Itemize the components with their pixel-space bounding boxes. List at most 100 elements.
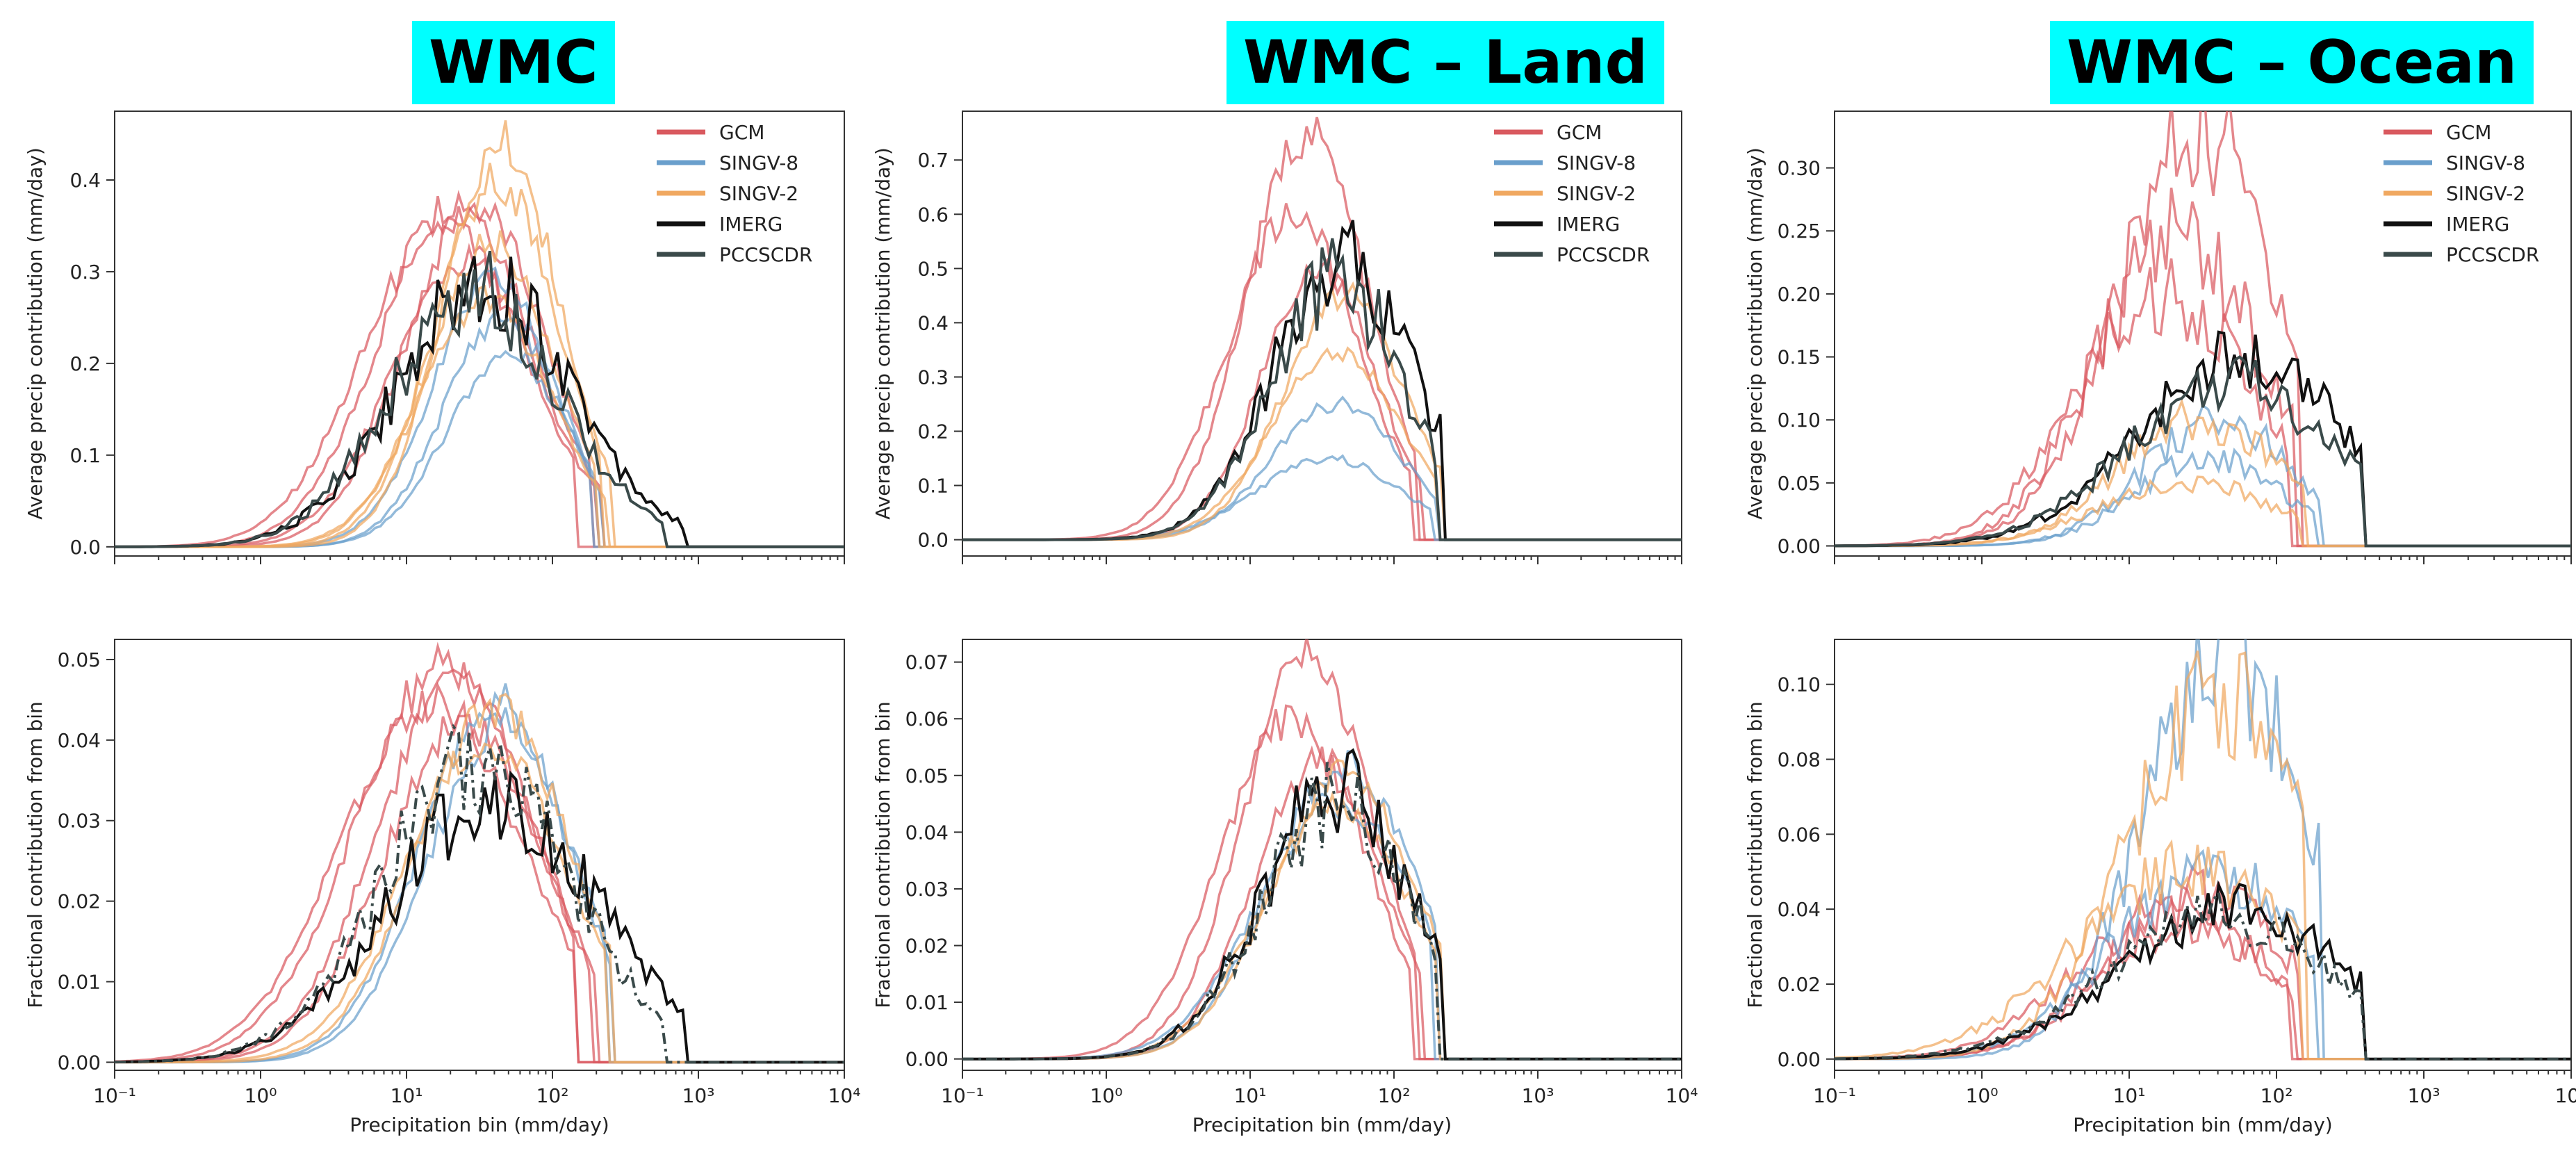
series-line-pccscdr [1835,354,2571,548]
x-tick-label: 10⁰ [245,1084,277,1107]
y-tick-label: 0.0 [917,529,949,552]
y-tick-label: 0.00 [905,1048,949,1071]
y-tick-label: 0.02 [905,935,949,958]
x-tick-label: 10⁰ [1966,1084,1999,1107]
x-tick-label: 10¹ [391,1084,423,1107]
subplot-3: 0.00 0.01 0.02 0.03 0.04 0.05 10⁻¹ 10⁰ 10¹ 10² 10³… [24,639,860,1136]
y-tick-label: 0.05 [58,648,101,671]
x-tick-label: 10⁻¹ [93,1084,136,1107]
y-tick-label: 0.06 [1778,823,1821,846]
y-tick-label: 0.04 [1778,898,1821,921]
legend: GCM SINGV-8 SINGV-2 IMERG PCCSCDR [657,121,812,266]
y-tick-label: 0.3 [69,261,101,284]
y-tick-label: 0.00 [1778,1048,1821,1071]
column-title-wmc: WMC [412,21,615,104]
legend-label: IMERG [2446,213,2509,236]
y-tick-label: 0.7 [917,149,949,172]
x-tick-label: 10³ [1522,1084,1554,1107]
y-tick-label: 0.02 [58,890,101,913]
legend-label: IMERG [719,213,782,236]
x-tick-label: 10² [1378,1084,1411,1107]
y-tick-label: 0.02 [1778,973,1821,996]
axes-frame [962,111,1682,557]
legend-label: PCCSCDR [1557,243,1650,266]
y-axis-label: Fractional contribution from bin [24,701,47,1008]
y-tick-label: 0.4 [917,311,949,334]
y-tick-label: 0.15 [1778,346,1821,369]
y-axis-label: Fractional contribution from bin [1744,701,1766,1008]
y-tick-label: 0.03 [58,810,101,833]
x-axis-label: Precipitation bin (mm/day) [350,1113,609,1136]
y-axis-label: Average precip contribution (mm/day) [1744,147,1766,520]
legend-label: PCCSCDR [2446,243,2539,266]
subplot-2: 0.00 0.05 0.10 0.15 0.20 0.25 0.30 Average prec… [1744,111,2572,564]
y-tick-label: 0.00 [58,1051,101,1074]
legend-label: SINGV-2 [2446,182,2525,205]
subplot-4: 0.00 0.01 0.02 0.03 0.04 0.05 0.06 0.07 10⁻¹ 10⁰ 1… [871,639,1698,1136]
y-tick-label: 0.00 [1778,534,1821,557]
y-tick-label: 0.05 [1778,472,1821,495]
legend-label: IMERG [1557,213,1620,236]
subplot-0: 0.0 0.1 0.2 0.3 0.4 Average precip contributi… [24,111,845,564]
x-tick-label: 10⁴ [1666,1084,1698,1107]
series-line-imerg [115,770,844,1064]
y-axis-label: Fractional contribution from bin [871,701,894,1008]
axes-frame [962,639,1682,1071]
x-tick-label: 10³ [682,1084,715,1107]
y-tick-label: 0.01 [58,971,101,994]
y-tick-label: 0.08 [1778,749,1821,771]
x-tick-label: 10² [536,1084,569,1107]
y-tick-label: 0.25 [1778,220,1821,243]
series-line-pccscdr [1835,889,2571,1061]
y-tick-label: 0.04 [905,821,949,844]
legend-label: SINGV-8 [719,152,798,174]
legend: GCM SINGV-8 SINGV-2 IMERG PCCSCDR [1494,121,1650,266]
column-title-wmc-ocean: WMC – Ocean [2050,21,2534,104]
y-axis-label: Average precip contribution (mm/day) [24,147,47,520]
axes-frame [114,639,845,1071]
x-axis-label: Precipitation bin (mm/day) [2073,1113,2332,1136]
x-tick-label: 10⁻¹ [1813,1084,1856,1107]
legend-label: GCM [719,121,764,144]
y-tick-label: 0.07 [905,651,949,674]
y-tick-label: 0.05 [905,764,949,787]
legend-label: SINGV-2 [719,182,798,205]
y-tick-label: 0.0 [69,536,101,559]
series-line-pccscdr [962,238,1682,541]
axes-frame [1834,111,2572,557]
y-tick-label: 0.2 [69,352,101,375]
x-tick-label: 10¹ [1234,1084,1267,1107]
y-tick-label: 0.1 [917,475,949,498]
x-axis-label: Precipitation bin (mm/day) [1192,1113,1452,1136]
subplot-1: 0.0 0.1 0.2 0.3 0.4 0.5 0.6 0.7 Average precip c… [871,111,1682,564]
y-tick-label: 0.1 [69,444,101,467]
series-line-pccscdr [962,762,1682,1061]
y-tick-label: 0.4 [69,169,101,192]
x-tick-label: 10⁴ [2555,1084,2576,1107]
y-axis-label: Average precip contribution (mm/day) [871,147,894,520]
y-tick-label: 0.3 [917,366,949,389]
y-tick-label: 0.30 [1778,157,1821,180]
series-line-pccscdr [115,250,844,548]
y-tick-label: 0.04 [58,729,101,752]
x-tick-label: 10² [2261,1084,2293,1107]
legend-label: SINGV-2 [1557,182,1636,205]
x-tick-label: 10⁴ [828,1084,861,1107]
y-tick-label: 0.10 [1778,409,1821,432]
y-tick-label: 0.01 [905,991,949,1014]
x-tick-label: 10³ [2408,1084,2440,1107]
legend-label: SINGV-8 [1557,152,1636,174]
y-tick-label: 0.03 [905,878,949,901]
series-line-pccscdr [115,723,844,1064]
legend-label: SINGV-8 [2446,152,2525,174]
y-tick-label: 0.6 [917,203,949,226]
subplot-5: 0.00 0.02 0.04 0.06 0.08 0.10 10⁻¹ 10⁰ 10¹ 10² 10³… [1744,639,2576,1136]
legend-label: GCM [2446,121,2491,144]
y-tick-label: 0.5 [917,257,949,280]
y-tick-label: 0.2 [917,420,949,443]
legend-label: PCCSCDR [719,243,812,266]
x-tick-label: 10⁰ [1090,1084,1123,1107]
x-tick-label: 10⁻¹ [941,1084,984,1107]
